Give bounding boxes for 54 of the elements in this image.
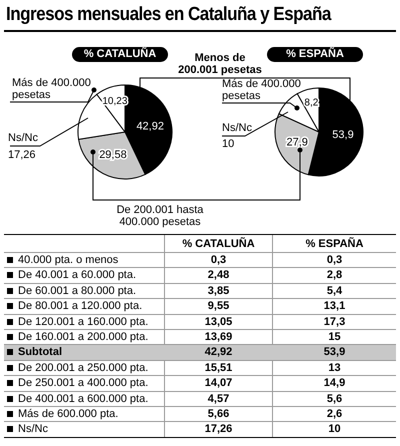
data-label: 29,58 [99, 148, 127, 161]
data-label: 14,07 [204, 377, 234, 390]
data-label: 15,51 [204, 362, 234, 374]
category-label: De 160.001 a 200.000 pta. [18, 331, 148, 343]
data-label: 42,92 [204, 346, 234, 358]
data-label: 42,92 [136, 120, 164, 132]
data-label: 13,69 [204, 331, 234, 343]
data-label: 13,05 [204, 316, 234, 328]
data-label: 0,3 [326, 254, 344, 266]
data-label: 13 [327, 362, 342, 374]
category-label: De 60.001 a 80.000 pta. [18, 284, 136, 297]
data-label: 2,6 [326, 408, 344, 420]
category-label: Subtotal [18, 346, 62, 358]
slice-label: De 200.001 hasta 400.000 pesetas [116, 204, 204, 228]
data-label: 5,4 [326, 284, 344, 297]
data-label: 17,26 [204, 423, 234, 436]
slice-label: Más de 400.000 pesetas [222, 78, 302, 102]
text: % CATALUÑA [181, 238, 256, 250]
slice-label: Ns/Nc [8, 132, 38, 144]
category-label: De 40.001 a 60.000 pta. [18, 269, 136, 282]
data-label: 17,3 [322, 316, 346, 328]
data-label: 5,6 [326, 392, 344, 405]
data-label: 27,9 [286, 136, 308, 149]
category-label: De 250.001 a 400.000 pta. [18, 377, 148, 390]
category-label: Ns/Nc [18, 423, 48, 436]
data-label: 0,3 [210, 254, 228, 266]
legend-label: Más de 400.000 pesetas [12, 77, 92, 101]
data-label: 10 [327, 423, 342, 436]
slice-label: Ns/Nc [222, 122, 252, 134]
data-label: 17,26 [8, 149, 36, 161]
chart-subtitle: % CATALUÑA [72, 47, 168, 62]
data-label: 13,1 [322, 300, 346, 312]
category-label: Más de 600.000 pta. [18, 408, 118, 420]
data-label: 53,9 [332, 128, 354, 141]
category-label: De 200.001 a 250.000 pta. [18, 362, 148, 374]
data-label: 8,2 [304, 98, 319, 109]
text: % ESPAÑA [304, 238, 364, 250]
data-label: 10 [222, 138, 234, 150]
data-label: 2,8 [326, 269, 344, 282]
category-label: 40.000 pta. o menos [18, 254, 118, 266]
slice-label: Menos de 200.001 pesetas [177, 52, 263, 76]
data-label: 3,85 [206, 284, 230, 297]
category-label: De 400.001 a 600.000 pta. [18, 392, 148, 405]
category-label: De 120.001 a 160.000 pta. [18, 316, 148, 328]
data-label: 14,9 [322, 377, 346, 390]
category-label: De 80.001 a 120.000 pta. [18, 300, 142, 312]
chart-title: Ingresos mensuales en Cataluña y España [6, 4, 331, 26]
data-label: 9,55 [206, 300, 230, 312]
data-label: 15 [327, 331, 342, 343]
data-label: 5,66 [206, 408, 230, 420]
data-label: 4,57 [206, 392, 230, 405]
data-label: 2,48 [206, 269, 230, 282]
chart-subtitle: % ESPAÑA [267, 47, 363, 62]
data-label: 53,9 [322, 346, 346, 358]
